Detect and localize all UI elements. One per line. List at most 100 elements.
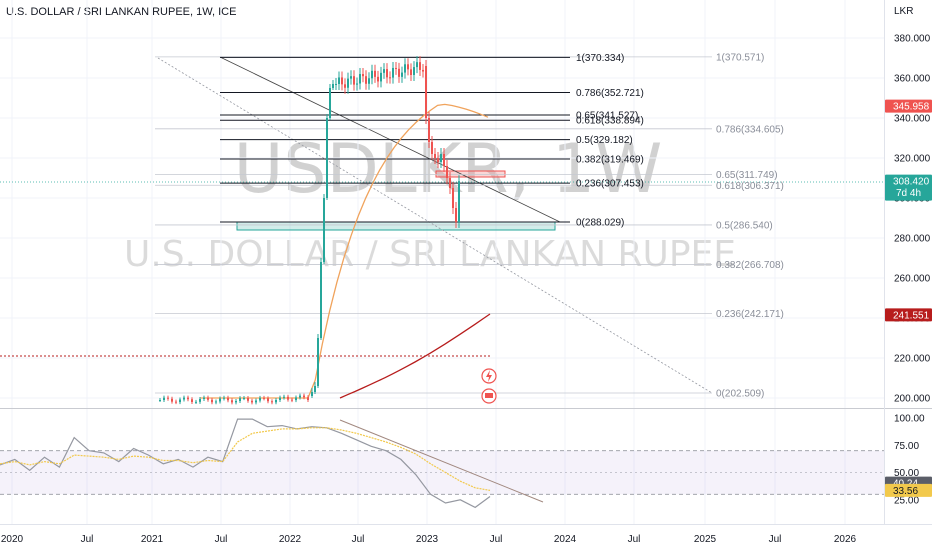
fib-retracement-primary[interactable]: 1(370.334) 0.786(352.721) 0.65(341.527)0.6… [220, 53, 644, 229]
earnings-event-icon[interactable] [481, 388, 497, 404]
y-tick-label: 380.000 [894, 34, 931, 45]
resistance-zone[interactable] [435, 170, 506, 178]
candle-body [311, 392, 313, 396]
candle-body [356, 83, 358, 85]
rsi-trend-line[interactable] [339, 419, 544, 503]
x-tick-label: Jul [215, 534, 228, 545]
chart-title: U.S. DOLLAR / SRI LANKAN RUPEE, 1W, ICE [6, 6, 237, 18]
candle-body [341, 77, 343, 85]
candle-body [183, 397, 185, 400]
candle-body [383, 69, 385, 73]
candle-body [179, 399, 181, 403]
candle-body [211, 399, 213, 403]
rsi-tick-label: 100.00 [894, 414, 925, 425]
candle-body [323, 198, 325, 262]
support-zone[interactable] [236, 221, 556, 231]
y-tick-label: 340.000 [894, 114, 931, 125]
candle-body [344, 84, 346, 88]
candle-body [359, 74, 361, 84]
candle-body [368, 78, 370, 84]
fib-level-label: 0.786(352.721) [576, 88, 644, 99]
candle-body [434, 154, 436, 158]
fib-level-label: 0.382(319.469) [576, 155, 644, 166]
fib-level-label: 0.236(307.453) [576, 179, 644, 190]
candle-body [171, 398, 173, 402]
y-tick-label: 260.000 [894, 274, 931, 285]
candle-body [291, 399, 293, 401]
rsi-tag-label: 33.56 [893, 486, 918, 497]
candle-body [338, 77, 340, 84]
x-tick-label: Jul [490, 534, 503, 545]
candle-body [401, 72, 403, 77]
candle-body [380, 72, 382, 82]
y-tick-label: 280.000 [894, 234, 931, 245]
candle-body [167, 397, 169, 399]
candle-body [329, 88, 331, 118]
candle-body [279, 397, 281, 400]
y-tick-label: 360.000 [894, 74, 931, 85]
candle-body [449, 178, 451, 188]
rsi-tick-label: 50.00 [894, 468, 919, 479]
candle-body [431, 142, 433, 154]
candle-body [251, 400, 253, 403]
x-tick-label: Jul [352, 534, 365, 545]
candle-body [159, 400, 161, 401]
candle-body [195, 401, 197, 403]
candle-body [207, 397, 209, 400]
fib2-level-label: 0.382(266.708) [716, 260, 784, 271]
fib-retracement-secondary[interactable]: 1(370.571)0.786(334.605)0.65(311.749)0.6… [155, 52, 784, 399]
candle-body [163, 397, 165, 400]
candle-body [335, 84, 337, 85]
candle-body [419, 62, 421, 70]
candle-body [287, 396, 289, 400]
candle-body [175, 401, 177, 403]
candle-body [437, 158, 439, 162]
x-tick-label: 2020 [1, 534, 24, 545]
candle-body [239, 398, 241, 402]
fib-level-label: 1(370.334) [576, 53, 624, 64]
candle-body [231, 400, 233, 403]
candle-body [215, 401, 217, 403]
candle-body [362, 74, 364, 77]
candle-body [350, 76, 352, 79]
candle-body [227, 397, 229, 401]
price-tag-label: 308.420 [893, 177, 930, 188]
candle-body [389, 77, 391, 79]
rsi-ma-line [0, 427, 491, 491]
candle-body [275, 399, 277, 403]
flash-event-icon[interactable] [481, 368, 497, 384]
price-tag [885, 174, 932, 201]
watermark-name: U.S. DOLLAR / SRI LANKAN RUPEE [124, 234, 736, 275]
fib-level-label: 0.618(338.894) [576, 116, 644, 127]
candle-body [191, 399, 193, 402]
candle-body [271, 401, 273, 403]
fib2-level-label: 0.618(306.371) [716, 181, 784, 192]
candle-body [235, 401, 237, 403]
y-tick-label: 200.000 [894, 394, 931, 405]
candle-body [219, 398, 221, 402]
fib2-level-label: 0.786(334.605) [716, 124, 784, 135]
candle-body [428, 118, 430, 142]
fib-level-label: 0.5(329.182) [576, 135, 633, 146]
x-tick-label: 2021 [141, 534, 164, 545]
candle-body [425, 66, 427, 118]
fib2-level-label: 0.65(311.749) [716, 170, 778, 181]
candle-body [303, 395, 305, 398]
candle-body [320, 262, 322, 338]
fib2-level-label: 0.236(242.171) [716, 309, 784, 320]
candle-body [247, 398, 249, 401]
fib2-level-label: 0(202.509) [716, 388, 764, 399]
candle-body [392, 67, 394, 78]
rsi-tag [885, 483, 932, 497]
currency-label: LKR [894, 6, 913, 17]
x-tick-label: 2022 [279, 534, 302, 545]
price-tag-sub: 7d 4h [896, 188, 921, 199]
candle-body [413, 67, 415, 75]
candle-body [255, 400, 257, 403]
candle-body [452, 188, 454, 208]
candle-body [371, 70, 373, 79]
candle-body [332, 84, 334, 88]
x-tick-label: 2026 [834, 534, 857, 545]
